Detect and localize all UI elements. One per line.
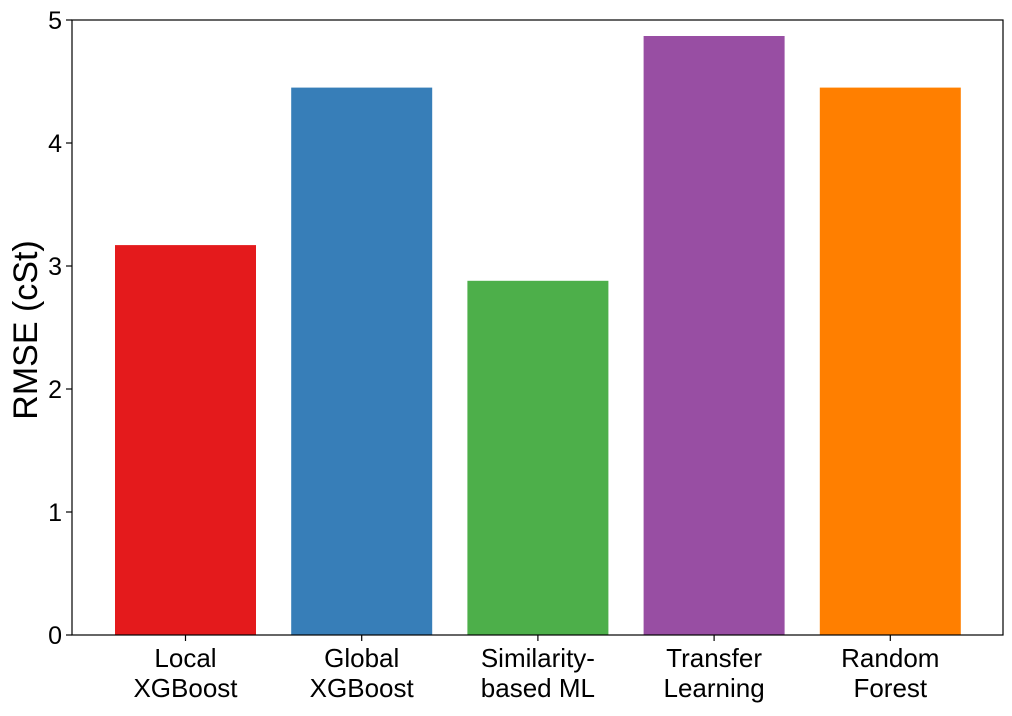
bar-3 [467, 280, 609, 635]
y-tick-label: 3 [48, 253, 62, 281]
y-tick-label: 0 [48, 622, 62, 650]
y-axis-title: RMSE (cSt) [7, 240, 45, 419]
bar-1 [115, 245, 256, 635]
x-tick-label: Random Forest [841, 643, 939, 703]
x-axis: Local XGBoost Global XGBoost Similarity-base… [133, 635, 939, 703]
bar-2 [291, 87, 433, 636]
bar-5 [819, 87, 961, 636]
x-tick-label: Transfer Learning [663, 643, 764, 703]
bar-4 [643, 36, 785, 635]
y-tick-label: 1 [48, 499, 62, 527]
y-tick-label: 2 [48, 376, 62, 404]
x-tick-label: Local XGBoost [133, 643, 238, 703]
y-tick-label: 5 [48, 7, 62, 35]
x-tick-label: Similarity-based ML [481, 643, 595, 703]
y-tick-label: 4 [48, 130, 62, 158]
y-axis: 0 1 2 3 4 5 [48, 7, 72, 650]
x-tick-label: Global XGBoost [310, 643, 415, 703]
bars-group [115, 36, 961, 636]
